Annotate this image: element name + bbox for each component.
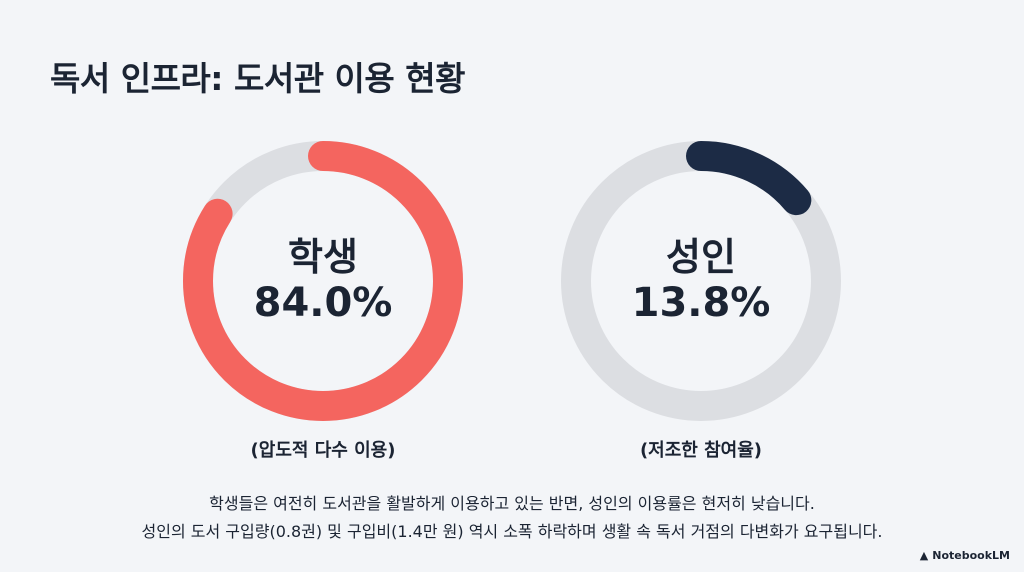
student-caption: (압도적 다수 이용) bbox=[250, 440, 396, 461]
brand-watermark: ▲ NotebookLM bbox=[920, 549, 1010, 562]
adult-caption: (저조한 참여율) bbox=[639, 440, 763, 461]
adult-donut-center: 성인 13.8% bbox=[556, 136, 846, 426]
page-title: 독서 인프라: 도서관 이용 현황 bbox=[50, 59, 465, 98]
student-donut-chart: 학생 84.0% bbox=[178, 136, 468, 426]
adult-donut-svg bbox=[561, 141, 841, 421]
summary-text: 학생들은 여전히 도서관을 활발하게 이용하고 있는 반면, 성인의 이용률은 … bbox=[0, 490, 1024, 546]
brand-label: NotebookLM bbox=[932, 549, 1010, 562]
summary-line-2: 성인의 도서 구입량(0.8권) 및 구입비(1.4만 원) 역시 소폭 하락하… bbox=[141, 522, 883, 541]
adult-label: 성인 bbox=[666, 235, 736, 280]
donut-value-arc bbox=[561, 141, 841, 421]
donut-value-arc bbox=[183, 141, 463, 421]
student-donut-svg bbox=[183, 141, 463, 421]
notebooklm-logo-icon: ▲ bbox=[919, 549, 929, 562]
student-donut-center: 학생 84.0% bbox=[178, 136, 468, 426]
student-label: 학생 bbox=[288, 235, 358, 280]
student-value-label: 84.0% bbox=[253, 279, 393, 326]
summary-line-1: 학생들은 여전히 도서관을 활발하게 이용하고 있는 반면, 성인의 이용률은 … bbox=[209, 494, 815, 513]
adult-donut-chart: 성인 13.8% bbox=[556, 136, 846, 426]
adult-value-label: 13.8% bbox=[631, 279, 771, 326]
